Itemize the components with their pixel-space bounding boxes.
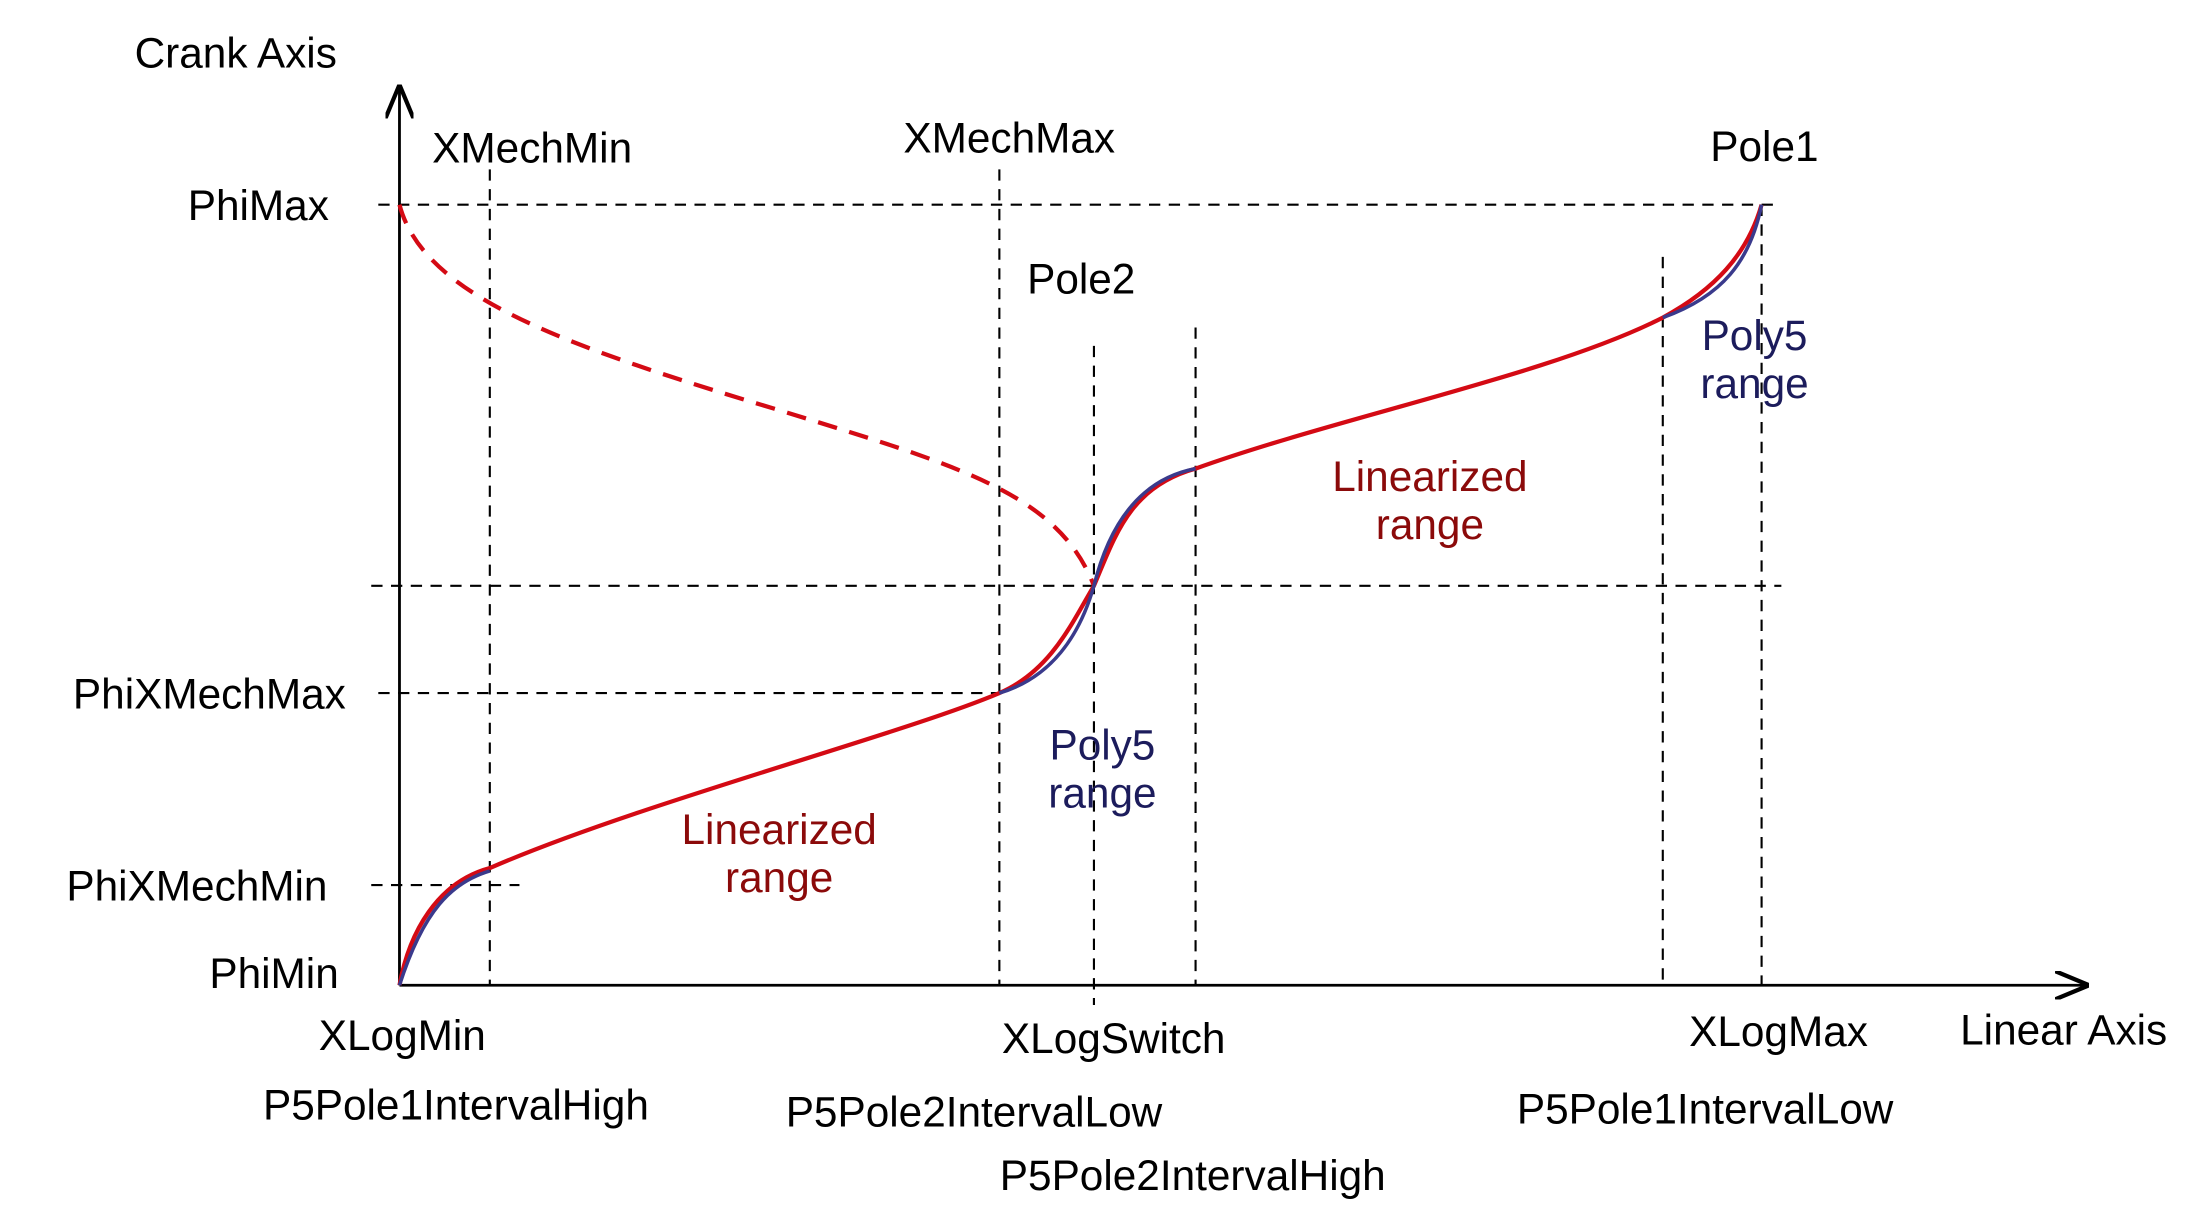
- y-label: PhiMin: [209, 950, 338, 997]
- dashed-curve: [397, 204, 1096, 587]
- region-label: range: [1048, 769, 1156, 816]
- bottom-label: XLogMin: [319, 1012, 486, 1059]
- region-label: Linearized: [1332, 453, 1527, 500]
- linearized-curve: [397, 204, 1764, 986]
- bottom-label: XLogSwitch: [1002, 1015, 1226, 1062]
- bottom-label: P5Pole2IntervalLow: [786, 1088, 1163, 1135]
- y-label: PhiXMechMin: [66, 863, 327, 910]
- y-label: PhiMax: [188, 182, 329, 229]
- region-label: range: [1376, 501, 1484, 548]
- axis-title: Linear Axis: [1960, 1007, 2167, 1054]
- bottom-label: P5Pole2IntervalHigh: [1000, 1152, 1386, 1199]
- region-label: Linearized: [682, 806, 877, 853]
- region-label: Poly5: [1702, 312, 1808, 359]
- poly5-curve: [397, 204, 1764, 986]
- guides: [371, 169, 1782, 1006]
- top-label: Pole2: [1027, 256, 1135, 303]
- top-label: Pole1: [1710, 123, 1818, 170]
- bottom-label: P5Pole1IntervalHigh: [263, 1081, 649, 1128]
- y-label: PhiXMechMax: [73, 671, 346, 718]
- top-label: XMechMin: [432, 124, 632, 171]
- top-label: XMechMax: [903, 114, 1115, 161]
- region-label: Poly5: [1049, 721, 1155, 768]
- bottom-label: P5Pole1IntervalLow: [1517, 1086, 1894, 1133]
- axis-title: Crank Axis: [135, 30, 337, 77]
- bottom-label: XLogMax: [1689, 1008, 1868, 1055]
- region-label: range: [725, 854, 833, 901]
- region-label: range: [1700, 360, 1808, 407]
